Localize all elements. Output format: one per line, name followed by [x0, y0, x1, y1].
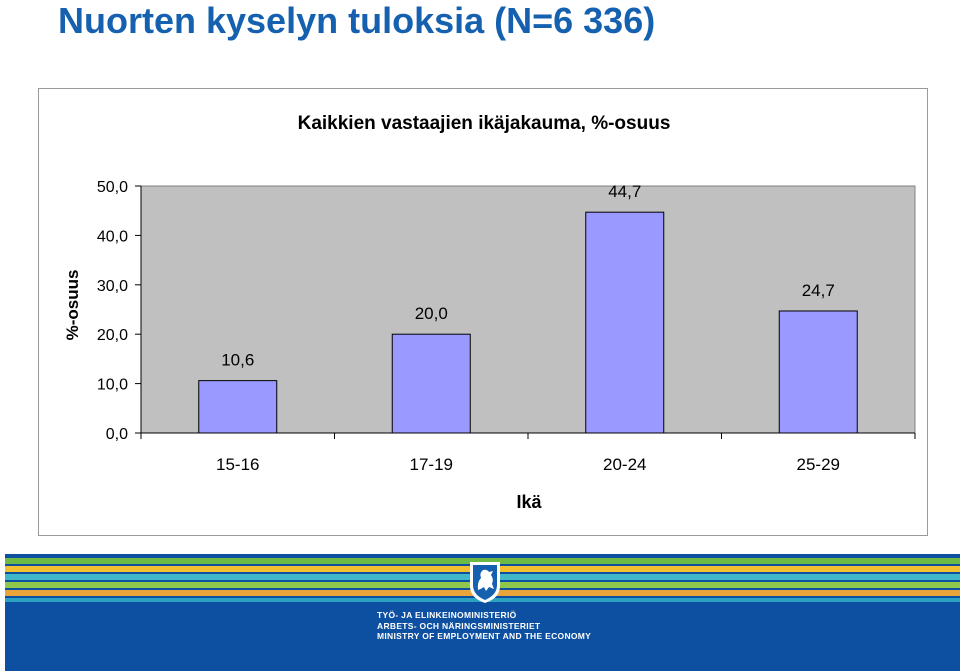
ministry-name-swedish: ARBETS- OCH NÄRINGSMINISTERIET — [377, 621, 541, 631]
y-axis-title: %-osuus — [63, 270, 82, 341]
y-tick-label: 30,0 — [97, 278, 128, 295]
bar — [778, 310, 858, 434]
y-tick-label: 10,0 — [97, 377, 128, 394]
bar — [198, 380, 278, 434]
bar — [585, 211, 665, 434]
bar-value-label: 10,6 — [221, 351, 254, 370]
finnish-lion-coat-of-arms-icon — [470, 562, 500, 603]
footer-banner: TYÖ- JA ELINKEINOMINISTERIÖ ARBETS- OCH … — [5, 554, 960, 671]
page-title: Nuorten kyselyn tuloksia (N=6 336) — [58, 0, 656, 41]
bar-chart: Kaikkien vastaajien ikäjakauma, %-osuus 0… — [63, 113, 916, 512]
x-tick-label: 17-19 — [410, 455, 453, 474]
y-tick-label: 50,0 — [97, 179, 128, 196]
ministry-name-finnish: TYÖ- JA ELINKEINOMINISTERIÖ — [377, 610, 517, 620]
x-tick-label: 15-16 — [216, 455, 259, 474]
y-tick-label: 20,0 — [97, 327, 128, 344]
chart-title: Kaikkien vastaajien ikäjakauma, %-osuus — [298, 113, 671, 134]
x-tick-label: 20-24 — [603, 455, 646, 474]
bar-value-label: 44,7 — [608, 182, 641, 201]
x-tick-label: 25-29 — [797, 455, 840, 474]
bar-value-label: 24,7 — [802, 281, 835, 300]
bar — [391, 333, 471, 434]
x-axis-title: Ikä — [516, 492, 542, 512]
footer-stripe — [5, 558, 960, 564]
y-tick-label: 0,0 — [106, 426, 128, 443]
bar-value-label: 20,0 — [415, 304, 448, 323]
chart-frame: Kaikkien vastaajien ikäjakauma, %-osuus 0… — [38, 88, 928, 536]
y-tick-label: 40,0 — [97, 228, 128, 245]
ministry-name-english: MINISTRY OF EMPLOYMENT AND THE ECONOMY — [377, 631, 592, 641]
